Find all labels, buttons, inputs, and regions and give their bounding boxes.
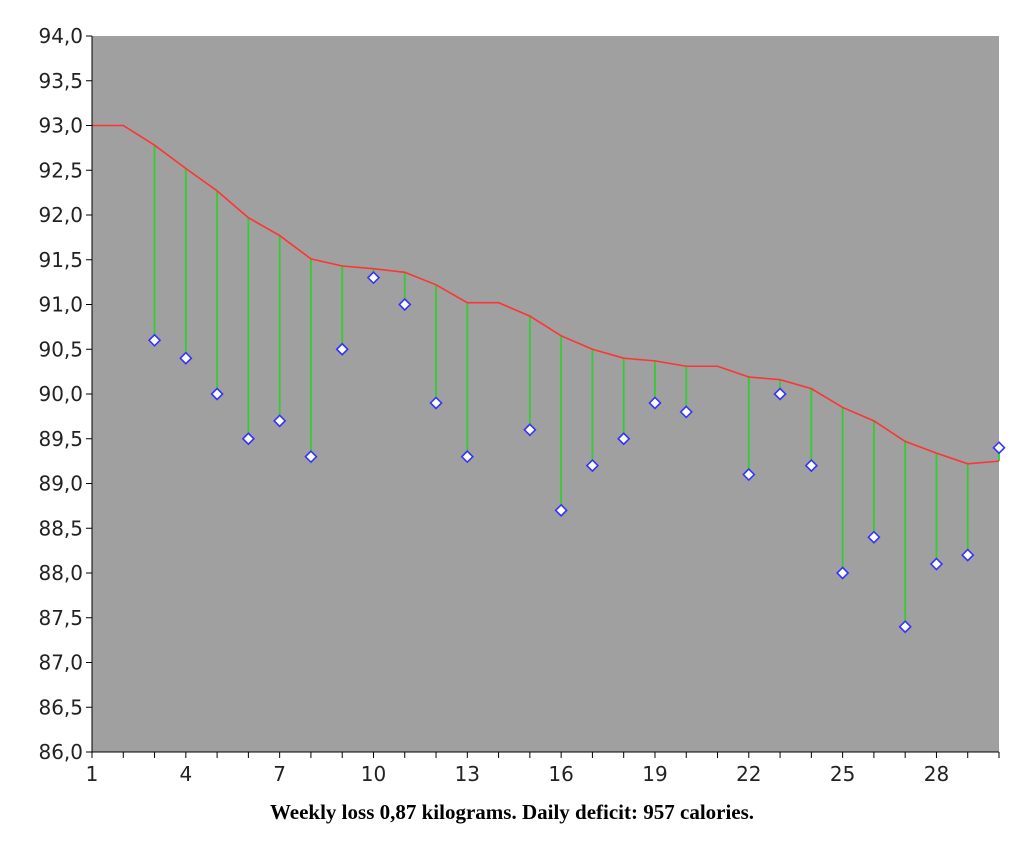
y-tick-label: 90,0 [38,382,83,406]
y-tick-label: 88,0 [38,561,83,585]
weight-trend-chart: 86,0 86,5 87,0 87,5 88,0 88,5 89,0 89,5 90,0 90,5… [38,24,1006,786]
y-tick-label: 86,0 [38,740,83,764]
weight-marker [961,548,975,562]
plot-area [92,36,999,752]
y-tick-label: 94,0 [38,24,83,48]
x-tick-label: 1 [86,762,99,786]
y-tick-label: 91,0 [38,293,83,317]
y-tick-label: 89,0 [38,472,83,496]
weight-marker [273,414,287,428]
x-tick-label: 28 [924,762,949,786]
y-tick-label: 90,5 [38,337,83,361]
weight-marker [617,432,631,446]
x-tick-label: 7 [273,762,286,786]
weight-marker [366,271,381,285]
weight-marker [179,351,193,365]
weight-marker [742,467,756,482]
y-tick-label: 89,5 [38,427,83,451]
weight-marker [523,423,537,437]
y-tick-label: 91,5 [38,248,83,272]
weight-marker [585,458,600,473]
weight-marker [992,441,1006,455]
weight-marker [147,333,162,347]
x-tick-label: 22 [736,762,761,786]
trend-line [92,124,1000,465]
weight-marker [335,342,349,356]
weight-markers [147,271,1006,634]
weight-marker [929,557,944,571]
y-tick-label: 92,0 [38,203,83,227]
x-tick-label: 10 [361,762,386,786]
weight-marker [398,297,412,312]
y-tick-label: 92,5 [38,158,83,182]
weight-marker [429,396,443,410]
x-tick-label: 4 [179,762,192,786]
weight-marker [648,396,662,410]
weight-marker [554,503,568,517]
x-axis-ticks: 1 4 7 10 13 16 19 22 25 28 [86,752,1000,786]
y-tick-label: 93,0 [38,114,83,138]
weight-marker [241,432,256,446]
y-tick-label: 88,5 [38,516,83,540]
weight-marker [460,450,474,464]
weight-marker [210,387,224,401]
deviation-lines [153,145,1000,627]
weight-marker [804,458,818,473]
x-tick-label: 13 [455,762,480,786]
y-tick-label: 93,5 [38,69,83,93]
weight-marker [679,405,693,419]
x-tick-label: 16 [548,762,573,786]
weight-marker [304,450,318,464]
y-axis-ticks: 86,0 86,5 87,0 87,5 88,0 88,5 89,0 89,5 90,0 90,5… [38,24,92,764]
weight-marker [867,530,881,544]
x-tick-label: 25 [830,762,855,786]
x-tick-label: 19 [642,762,667,786]
chart-caption: Weekly loss 0,87 kilograms. Daily defici… [269,800,755,824]
weight-marker [773,387,787,401]
y-tick-label: 86,5 [38,695,83,719]
weight-marker [835,566,850,580]
y-tick-label: 87,5 [38,606,83,630]
y-tick-label: 87,0 [38,651,83,675]
weight-marker [898,620,912,634]
